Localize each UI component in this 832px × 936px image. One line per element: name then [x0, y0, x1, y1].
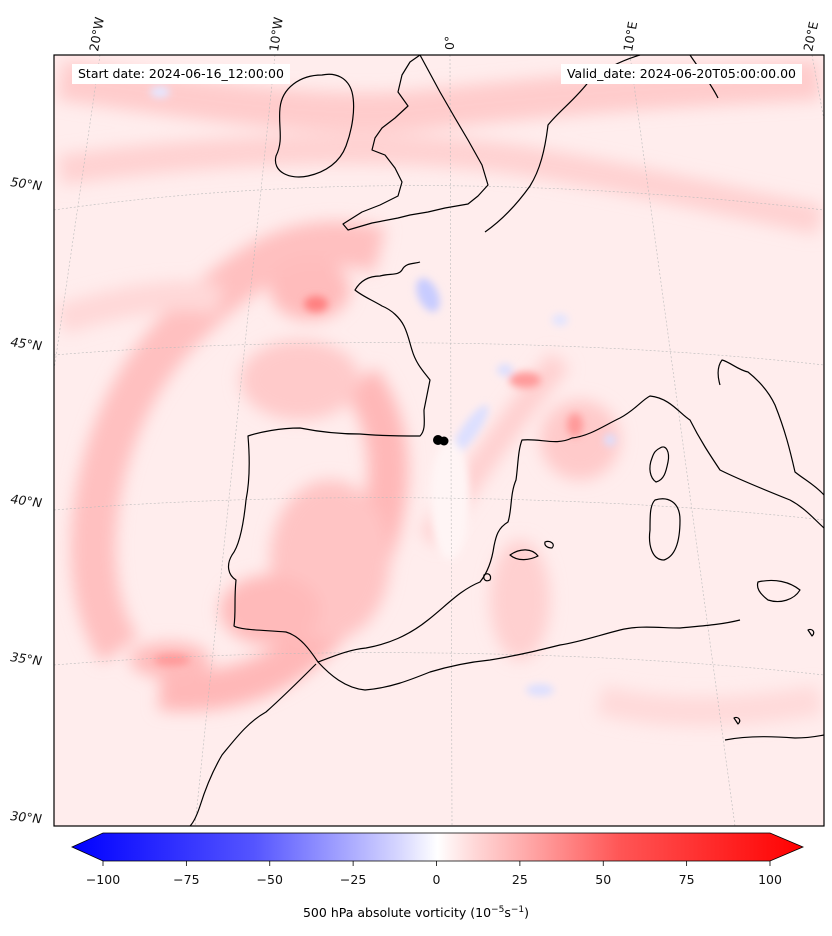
valid-date-label: Valid_date: 2024-06-20T05:00:00.00	[560, 64, 802, 84]
vorticity-field	[54, 55, 824, 826]
lon-label-0: 0°	[442, 36, 457, 50]
colorbar-label-mid: s	[504, 905, 511, 921]
colorbar: −100 −75 −50 −25 0 25 50 75 100	[71, 832, 805, 887]
lon-label-20e: 20°E	[800, 20, 821, 53]
graticule	[54, 55, 824, 826]
lon-label-20w: 20°W	[86, 16, 107, 53]
colorbar-tick-label: 50	[595, 872, 611, 887]
lon-label-10w: 10°W	[266, 16, 286, 52]
colorbar-tick-label: −50	[257, 872, 283, 887]
colorbar-tick-label: −25	[340, 872, 366, 887]
colorbar-tick-label: 100	[758, 872, 782, 887]
colorbar-ticks: −100 −75 −50 −25 0 25 50 75 100	[86, 861, 782, 887]
colorbar-label: 500 hPa absolute vorticity (10−5s−1)	[0, 905, 832, 920]
lat-label-45n: 45°N	[10, 334, 44, 353]
colorbar-tick-label: −100	[86, 872, 120, 887]
lat-label-50n: 50°N	[10, 174, 44, 193]
coastlines	[189, 55, 824, 826]
lon-label-10e: 10°E	[620, 20, 640, 52]
colorbar-tick-label: 25	[512, 872, 528, 887]
colorbar-label-text: 500 hPa absolute vorticity (10	[302, 905, 492, 921]
colorbar-label-exp2: −1	[510, 905, 525, 915]
point-marker	[433, 435, 449, 446]
colorbar-tick-label: −75	[173, 872, 199, 887]
lat-label-40n: 40°N	[10, 491, 44, 510]
colorbar-tick-label: 75	[679, 872, 695, 887]
colorbar-label-exp1: −5	[491, 905, 505, 915]
start-date-label: Start date: 2024-06-16_12:00:00	[72, 64, 290, 84]
colorbar-body	[71, 832, 805, 862]
lat-label-35n: 35°N	[10, 649, 44, 668]
colorbar-label-end: )	[524, 905, 529, 921]
colorbar-tick-label: 0	[433, 872, 441, 887]
map-frame	[53, 54, 825, 827]
lat-label-30n: 30°N	[10, 808, 44, 826]
